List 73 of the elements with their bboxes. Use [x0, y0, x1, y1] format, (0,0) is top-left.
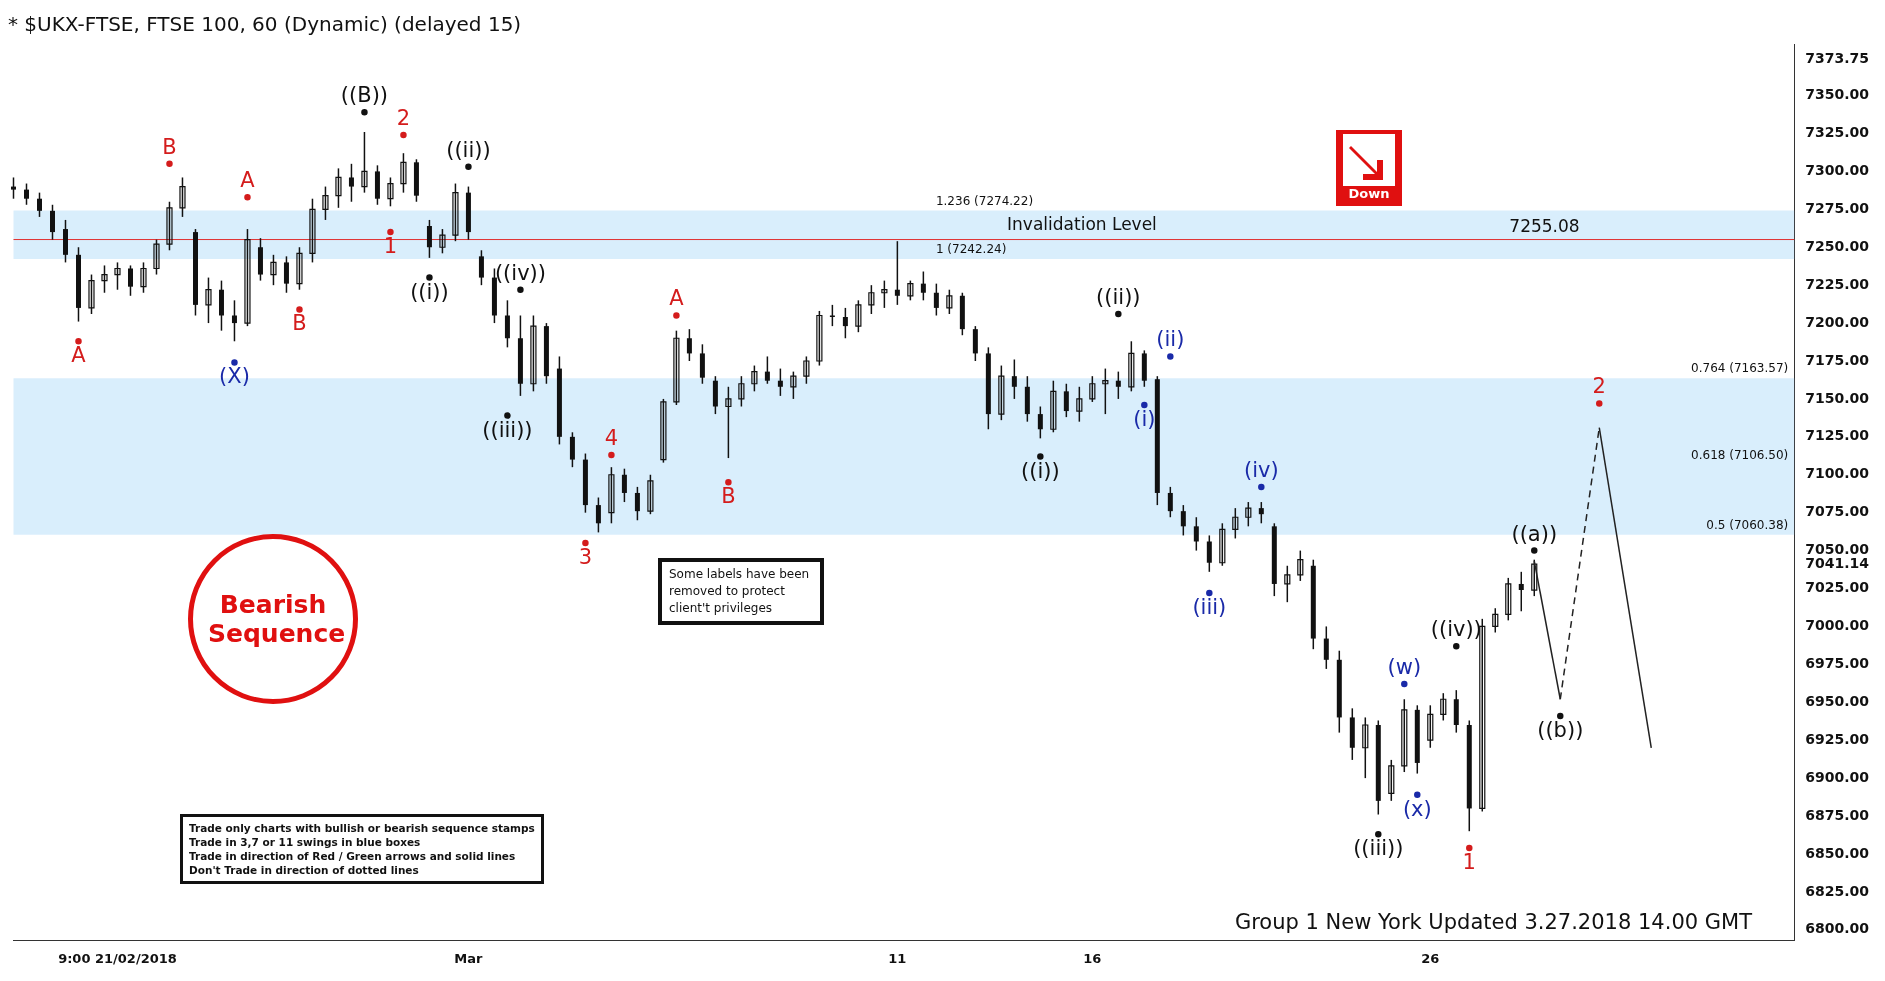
text: (X)	[219, 364, 250, 389]
text: ((i))	[410, 279, 449, 304]
text: ((ii))	[446, 137, 491, 162]
x-tick-label: 16	[1083, 950, 1102, 966]
text: B	[162, 134, 177, 159]
y-tick-label: 6975.00	[1805, 654, 1870, 671]
annotation: Bearish Sequence	[208, 590, 346, 648]
y-tick-label: 7373.75	[1805, 50, 1869, 67]
text: 1	[383, 234, 398, 259]
text: (iii)	[1192, 595, 1227, 620]
text: ((iii))	[1353, 836, 1404, 861]
y-tick-label: 7150.00	[1805, 389, 1870, 406]
x-tick-label: 26	[1421, 950, 1440, 966]
y-tick-label: 7125.00	[1805, 427, 1870, 444]
x-tick-label: 9:00 21/02/2018	[58, 950, 177, 966]
stamp-circle: Bearish Sequence	[188, 534, 358, 704]
text: 2	[396, 105, 411, 130]
chart-title: * $UKX-FTSE, FTSE 100, 60 (Dynamic) (delayed 15)	[8, 12, 522, 37]
text: ((iii))	[482, 417, 533, 442]
ref-line-label: Invalidation Level	[1007, 214, 1157, 235]
y-tick-label: 6950.00	[1805, 692, 1870, 709]
text: A	[669, 286, 684, 311]
y-tick-label: 6900.00	[1805, 768, 1870, 785]
annotation: Trade only charts with bullish or bearish sequence stamps Trade in 3,7 or 11 swings in blue boxes Trade in direction of Red / Green arrows and solid lines Don't Trade in direction of dotted lines	[180, 814, 544, 884]
text: (ii)	[1156, 327, 1185, 352]
text: ((iv))	[1430, 617, 1482, 642]
annotation: 1 (7242.24)	[935, 242, 1007, 257]
text: ((iv))	[494, 260, 546, 285]
y-tick-label: 6800.00	[1805, 920, 1870, 937]
text: B	[721, 484, 736, 509]
text: 3	[578, 544, 593, 569]
text: 4	[604, 425, 619, 450]
y-tick-label: 7200.00	[1805, 313, 1870, 330]
y-tick-label: 7250.00	[1805, 237, 1870, 254]
y-tick-label: 7000.00	[1805, 617, 1870, 634]
y-tick-label: 7025.00	[1805, 579, 1870, 596]
y-tick-label: 7100.00	[1805, 465, 1870, 482]
x-tick-label: Mar	[454, 950, 484, 966]
annotation: Group 1 New York Updated 3.27.2018 14.00 GMT	[1234, 910, 1752, 934]
text: (i)	[1133, 406, 1156, 431]
annotation: 1.236 (7274.22)	[935, 193, 1034, 208]
x-tick-label: 11	[888, 950, 907, 966]
annotation: Some labels have been removed to protect client't privileges	[658, 558, 824, 625]
text: ((b))	[1537, 717, 1584, 742]
y-tick-label: 7175.00	[1805, 351, 1870, 368]
text: (w)	[1387, 655, 1422, 680]
text: A	[71, 343, 87, 368]
text: ((B))	[340, 83, 389, 108]
text: (iv)	[1243, 457, 1279, 482]
text: ((ii))	[1096, 284, 1141, 309]
text: ((a))	[1511, 521, 1558, 546]
y-tick-label: 7300.00	[1805, 162, 1870, 179]
text: 2	[1592, 374, 1606, 399]
y-tick-label: 7075.00	[1805, 503, 1870, 520]
annotation: 0.5 (7060.38)	[1706, 517, 1789, 532]
arrow-badge: Down	[1336, 130, 1402, 206]
annotation: 7255.08	[1509, 216, 1580, 237]
annotation: Down	[1348, 186, 1390, 202]
text: ((i))	[1021, 458, 1060, 483]
y-tick-label: 6825.00	[1805, 882, 1870, 899]
y-tick-label: 7225.00	[1805, 275, 1870, 292]
text: 1	[1462, 849, 1476, 874]
y-tick-label: 6925.00	[1805, 730, 1870, 747]
text: A	[240, 168, 255, 193]
text: B	[292, 311, 307, 336]
annotation: 0.618 (7106.50)	[1691, 448, 1789, 463]
text: (x)	[1402, 796, 1432, 821]
y-tick-label: 7275.00	[1805, 199, 1870, 216]
y-tick-label: 7350.00	[1805, 86, 1870, 103]
y-tick-label: 6875.00	[1805, 806, 1870, 823]
annotation: 0.764 (7163.57)	[1691, 361, 1789, 376]
y-tick-label: 7325.00	[1805, 124, 1870, 141]
y-tick-label: 6850.00	[1805, 844, 1870, 861]
